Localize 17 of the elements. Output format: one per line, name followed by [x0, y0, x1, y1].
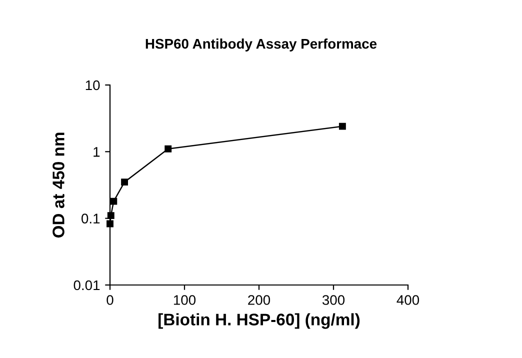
point: [164, 145, 172, 152]
y-axis-title: OD at 450 nm: [52, 132, 64, 238]
point: [110, 198, 118, 205]
y-tick-label: 0.01: [74, 280, 100, 290]
y-tick-label: 0.1: [82, 214, 100, 224]
x-tick-label: 300: [322, 295, 345, 305]
y-tick-label: 10: [86, 80, 100, 90]
x-tick-label: 200: [248, 295, 270, 305]
x-tick-label: 100: [174, 295, 196, 305]
x-tick-label: 400: [396, 295, 420, 305]
x-axis-title: [Biotin H. HSP-60] (ng/ml): [158, 313, 360, 329]
chart-title: HSP60 Antibody Assay Performace: [146, 38, 377, 52]
point: [338, 122, 346, 130]
point: [107, 212, 114, 220]
x-tick-label: 0: [106, 295, 114, 305]
point: [121, 178, 128, 186]
y-tick-label: 1: [94, 147, 100, 157]
